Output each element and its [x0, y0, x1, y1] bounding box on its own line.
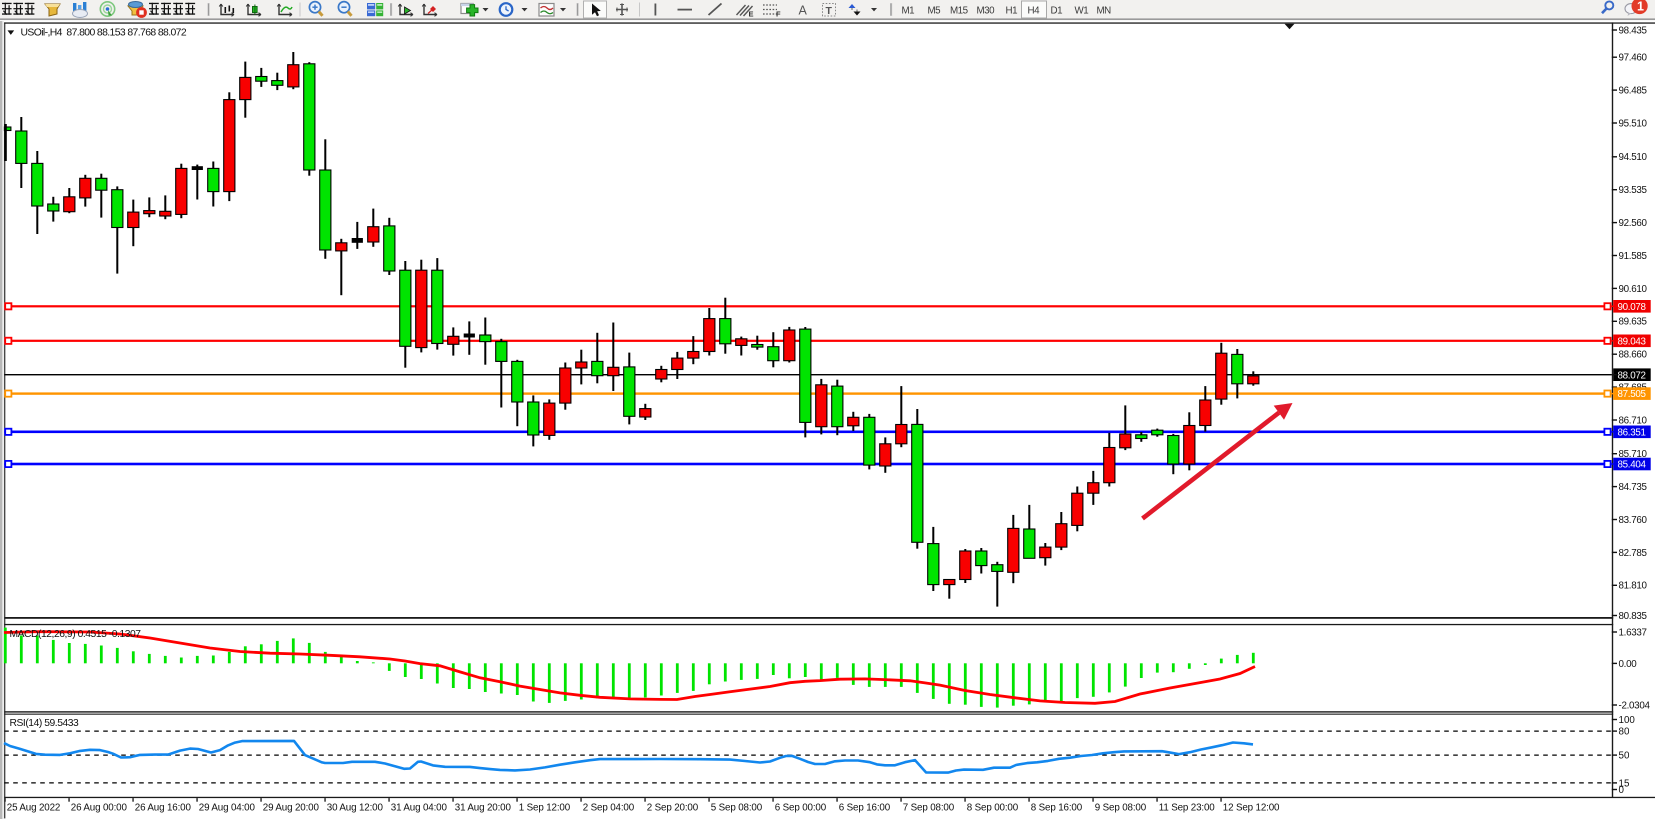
svg-text:89.635: 89.635 [1619, 317, 1648, 328]
svg-text:91.585: 91.585 [1619, 251, 1648, 262]
svg-text:11 Sep 23:00: 11 Sep 23:00 [1159, 803, 1215, 814]
svg-text:26 Aug 00:00: 26 Aug 00:00 [71, 803, 128, 814]
svg-text:M15: M15 [950, 5, 969, 16]
svg-text:M5: M5 [928, 5, 942, 16]
svg-text:H1: H1 [1006, 5, 1018, 16]
svg-text:31 Aug 20:00: 31 Aug 20:00 [455, 803, 512, 814]
svg-text:0: 0 [1619, 785, 1625, 796]
svg-text:85.710: 85.710 [1619, 449, 1648, 460]
svg-text:USOil-,H4 87.800 88.153 87.76: USOil-,H4 87.800 88.153 87.768 88.072 [21, 27, 187, 38]
svg-text:MACD(12,26,9) 0.4515 -0.1307: MACD(12,26,9) 0.4515 -0.1307 [10, 629, 142, 640]
svg-text:31 Aug 04:00: 31 Aug 04:00 [391, 803, 448, 814]
svg-text:89.043: 89.043 [1618, 336, 1647, 347]
svg-text:H4: H4 [1028, 5, 1041, 16]
svg-text:6 Sep 00:00: 6 Sep 00:00 [775, 803, 827, 814]
svg-text:12 Sep 12:00: 12 Sep 12:00 [1223, 803, 1280, 814]
svg-text:86.710: 86.710 [1619, 415, 1648, 426]
svg-text:8 Sep 16:00: 8 Sep 16:00 [1031, 803, 1083, 814]
svg-text:6 Sep 16:00: 6 Sep 16:00 [839, 803, 891, 814]
svg-text:15: 15 [1619, 778, 1630, 789]
svg-text:50: 50 [1619, 751, 1630, 762]
svg-text:M30: M30 [977, 5, 996, 16]
svg-text:90.078: 90.078 [1618, 302, 1647, 313]
svg-text:92.560: 92.560 [1619, 218, 1648, 229]
svg-text:25 Aug 2022: 25 Aug 2022 [7, 803, 60, 814]
svg-text:87.505: 87.505 [1618, 389, 1647, 400]
svg-text:29 Aug 04:00: 29 Aug 04:00 [199, 803, 256, 814]
svg-text:RSI(14) 59.5433: RSI(14) 59.5433 [10, 718, 80, 729]
svg-text:M1: M1 [902, 5, 915, 16]
svg-text:88.660: 88.660 [1619, 350, 1648, 361]
svg-text:1 Sep 12:00: 1 Sep 12:00 [519, 803, 571, 814]
svg-text:80.835: 80.835 [1619, 611, 1648, 622]
svg-text:83.760: 83.760 [1619, 515, 1648, 526]
svg-text:8 Sep 00:00: 8 Sep 00:00 [967, 803, 1019, 814]
svg-text:86.351: 86.351 [1618, 427, 1646, 438]
svg-text:9 Sep 08:00: 9 Sep 08:00 [1095, 803, 1147, 814]
svg-text:93.535: 93.535 [1619, 185, 1648, 196]
svg-text:94.510: 94.510 [1619, 152, 1648, 163]
svg-text:84.735: 84.735 [1619, 482, 1648, 493]
svg-text:80: 80 [1619, 727, 1630, 738]
svg-text:0.00: 0.00 [1619, 659, 1638, 670]
svg-text:E: E [749, 10, 754, 19]
svg-text:81.810: 81.810 [1619, 581, 1648, 592]
svg-text:82.785: 82.785 [1619, 548, 1648, 559]
svg-text:T: T [826, 5, 833, 17]
svg-text:A: A [799, 4, 808, 18]
svg-text:30 Aug 12:00: 30 Aug 12:00 [327, 803, 384, 814]
svg-text:5 Sep 08:00: 5 Sep 08:00 [711, 803, 763, 814]
svg-text:26 Aug 16:00: 26 Aug 16:00 [135, 803, 192, 814]
svg-text:2 Sep 20:00: 2 Sep 20:00 [647, 803, 699, 814]
svg-text:96.485: 96.485 [1619, 86, 1648, 97]
svg-text:85.404: 85.404 [1618, 460, 1647, 471]
svg-text:F: F [776, 10, 781, 19]
svg-text:88.072: 88.072 [1618, 370, 1646, 381]
svg-text:98.435: 98.435 [1619, 25, 1648, 36]
svg-text:29 Aug 20:00: 29 Aug 20:00 [263, 803, 320, 814]
svg-text:1: 1 [1637, 0, 1644, 14]
svg-text:D1: D1 [1051, 5, 1063, 16]
svg-text:W1: W1 [1075, 5, 1089, 16]
svg-text:-2.0304: -2.0304 [1619, 700, 1651, 711]
svg-text:90.610: 90.610 [1619, 284, 1648, 295]
svg-text:1.6337: 1.6337 [1619, 627, 1647, 638]
svg-text:97.460: 97.460 [1619, 53, 1648, 64]
svg-text:95.510: 95.510 [1619, 118, 1648, 129]
svg-text:7 Sep 08:00: 7 Sep 08:00 [903, 803, 955, 814]
svg-text:100: 100 [1619, 715, 1636, 726]
svg-text:MN: MN [1097, 5, 1112, 16]
svg-text:2 Sep 04:00: 2 Sep 04:00 [583, 803, 635, 814]
